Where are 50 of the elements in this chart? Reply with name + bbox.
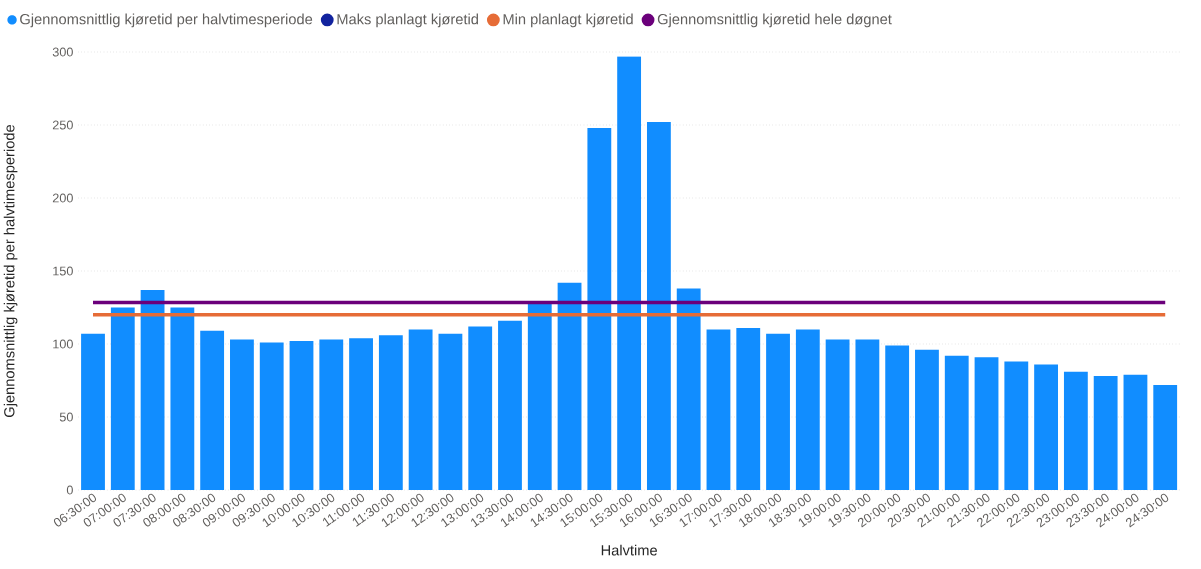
bar — [1004, 361, 1029, 490]
bar — [1063, 371, 1088, 490]
bar — [140, 289, 165, 490]
bar — [885, 345, 910, 490]
bar — [498, 320, 522, 490]
bar — [646, 122, 671, 490]
bar — [795, 329, 820, 490]
bar — [1153, 384, 1178, 490]
bar — [170, 307, 195, 490]
bar — [378, 335, 403, 490]
bar — [259, 342, 284, 490]
y-tick-label: 100 — [53, 339, 73, 349]
legend-label: Gjennomsnittlig kjøretid per halvtimesperiode — [20, 13, 313, 28]
x-axis-title: Halvtime — [601, 544, 657, 556]
bar — [855, 339, 880, 490]
y-axis-title: Gjennomsnittlig kjøretid per halvtimesperiode — [3, 124, 18, 417]
bar — [825, 339, 850, 490]
bar — [200, 330, 225, 490]
bar — [974, 357, 999, 490]
y-tick-label: 200 — [52, 193, 73, 203]
bar — [319, 339, 344, 490]
bar — [81, 333, 105, 490]
bar — [736, 327, 761, 490]
bar — [468, 326, 493, 490]
y-tick-label: 150 — [53, 266, 73, 276]
bar — [349, 338, 373, 490]
bar — [289, 341, 314, 490]
bar — [944, 355, 969, 490]
legend-label: Min planlagt kjøretid — [503, 13, 633, 28]
bar — [438, 333, 463, 490]
legend-label: Maks planlagt kjøretid — [337, 13, 478, 28]
bar — [1034, 364, 1058, 490]
bar — [915, 349, 939, 490]
bar — [766, 333, 790, 490]
bar — [110, 307, 135, 490]
bar — [676, 288, 701, 490]
bar — [230, 339, 254, 490]
bar — [527, 303, 552, 490]
bar — [587, 127, 612, 490]
bar — [1123, 374, 1148, 490]
y-tick-label: 0 — [66, 485, 73, 495]
legend-label: Gjennomsnittlig kjøretid hele døgnet — [657, 13, 892, 28]
y-tick-label: 300 — [52, 47, 73, 57]
y-tick-label: 250 — [52, 120, 73, 130]
bar — [617, 56, 642, 490]
bar — [1093, 376, 1118, 490]
bar — [706, 329, 731, 490]
bar — [557, 282, 582, 490]
y-tick-label: 50 — [59, 412, 73, 422]
bar — [408, 329, 433, 490]
